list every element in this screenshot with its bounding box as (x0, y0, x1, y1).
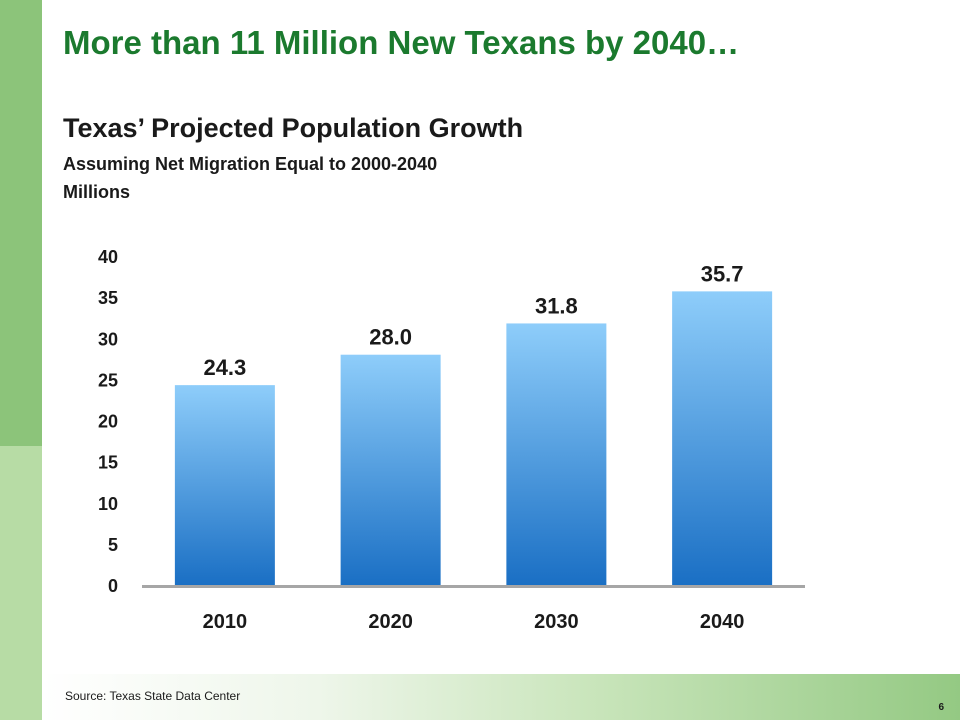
source-note: Source: Texas State Data Center (65, 689, 241, 703)
bottom-gradient-band (42, 674, 960, 720)
x-tick-label: 2040 (700, 611, 745, 633)
x-tick-label: 2020 (368, 611, 413, 633)
y-tick-label: 15 (98, 453, 118, 473)
left-accent-bar (0, 0, 42, 446)
x-tick-label: 2030 (534, 611, 579, 633)
left-accent-bar-lower (0, 446, 42, 720)
y-tick-label: 30 (98, 329, 118, 349)
x-axis: 2010 2020 2030 2040 (203, 611, 745, 633)
y-axis-units: Millions (63, 182, 130, 202)
y-tick-label: 40 (98, 247, 118, 267)
data-label: 31.8 (535, 293, 578, 318)
bars (174, 291, 773, 585)
y-axis: 0 5 10 15 20 25 30 35 40 (98, 247, 118, 596)
y-tick-label: 5 (108, 535, 118, 555)
data-label: 35.7 (701, 261, 744, 286)
data-label: 24.3 (203, 355, 246, 380)
slide-title: More than 11 Million New Texans by 2040… (63, 24, 740, 61)
bar-2040 (672, 291, 773, 585)
y-tick-label: 35 (98, 288, 118, 308)
bar-2020 (340, 354, 441, 585)
data-labels: 24.3 28.0 31.8 35.7 (203, 261, 743, 380)
x-tick-label: 2010 (203, 611, 248, 633)
data-label: 28.0 (369, 325, 412, 350)
y-tick-label: 25 (98, 370, 118, 390)
bar-2010 (174, 385, 275, 585)
chart-title: Texas’ Projected Population Growth (63, 113, 524, 143)
page-number: 6 (938, 702, 944, 713)
bar-2030 (506, 323, 607, 585)
chart-subtitle: Assuming Net Migration Equal to 2000-204… (63, 154, 438, 174)
y-tick-label: 20 (98, 412, 118, 432)
y-tick-label: 0 (108, 576, 118, 596)
y-tick-label: 10 (98, 494, 118, 514)
